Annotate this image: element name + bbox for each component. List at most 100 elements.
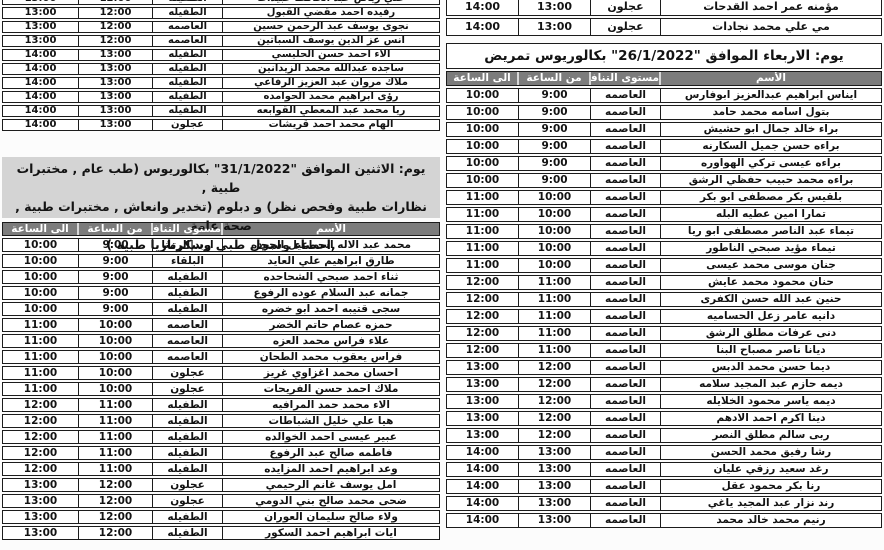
from-time-cell: 12:00 — [79, 495, 153, 507]
from-time-cell: 10:00 — [79, 383, 153, 395]
from-time-cell: 9:00 — [519, 123, 591, 136]
from-time-cell: 9:00 — [519, 89, 591, 102]
table-row: دينا اكرم احمد الادهم العاصمه 12:00 13:00 — [446, 411, 882, 426]
from-time-cell: 10:00 — [79, 319, 153, 331]
name-cell: علاء فراس محمد العزه — [272, 335, 390, 347]
from-time-cell: 12:00 — [79, 527, 153, 539]
from-time-cell: 11:00 — [519, 276, 591, 289]
name-cell: براءه عيسى تركي الهواوره — [700, 157, 841, 169]
name-cell: رنيم محمد خالد محمد — [716, 514, 826, 526]
level-cell: العاصمه — [153, 22, 223, 32]
name-cell: بتول اسامه محمد حامد — [712, 106, 830, 118]
table-row: ديمه ياسر محمود الخلايله العاصمه 12:00 13:0… — [446, 394, 882, 409]
from-time-cell: 9:00 — [519, 106, 591, 119]
table-row: تيماء مؤيد صبحي الناطور العاصمه 10:00 11:00 — [446, 241, 882, 256]
level-cell: الطفيله — [153, 527, 223, 539]
from-time-cell: 10:00 — [519, 191, 591, 204]
name-cell: ديمه حازم عبد المجيد سلامه — [699, 378, 843, 390]
level-cell: العاصمه — [591, 191, 661, 204]
table-row: محمد عبد الاله اسماعيل الجوده اربد|الرمثا… — [2, 238, 440, 252]
to-time-cell: 14:00 — [447, 463, 519, 476]
level-cell: الطفيله — [153, 78, 223, 88]
level-cell: الطفيله — [153, 287, 223, 299]
wednesday-overflow-table-body: مؤمنه عمر احمد القدحات عجلون 13:00 14:00 مي … — [446, 0, 882, 36]
name-cell: دانيه عامر زعل الحساميه — [706, 310, 836, 322]
table-row: ديانا ناصر مصباح البنا العاصمه 11:00 12:00 — [446, 343, 882, 358]
from-time-cell: 13:00 — [519, 19, 591, 35]
to-time-cell: 12:00 — [447, 310, 519, 323]
to-time-cell: 11:00 — [447, 242, 519, 255]
name-cell: الاء احمد حسن الحليسي — [271, 50, 391, 60]
name-cell: رند نزار عبد المجيد ياغي — [707, 497, 835, 509]
left-column: علي رياض عبد الحافظ عبيداتالطفيله12:0013… — [2, 0, 440, 542]
name-cell: عبير عيسى احمد الخوالده — [265, 431, 397, 443]
name-cell: ربى سالم مطلق النصر — [712, 429, 830, 441]
to-time-cell: 12:00 — [447, 344, 519, 357]
table-row: رند نزار عبد المجيد ياغي العاصمه 13:00 14:0… — [446, 496, 882, 511]
level-cell: الطفيله — [153, 8, 223, 18]
from-time-cell: 11:00 — [79, 431, 153, 443]
from-time-cell: 9:00 — [79, 255, 153, 267]
from-time-cell: 11:00 — [79, 463, 153, 475]
from-time-cell: 10:00 — [519, 208, 591, 221]
to-time-cell: 10:00 — [447, 140, 519, 153]
right-column: مؤمنه عمر احمد القدحات عجلون 13:00 14:00 مي … — [446, 0, 882, 530]
level-cell: العاصمه — [591, 327, 661, 340]
table-row: حنين عبد الله حسن الكفرى العاصمه 11:00 12:0… — [446, 292, 882, 307]
to-time-cell: 14:00 — [447, 0, 519, 15]
to-time-cell: 10:00 — [3, 287, 79, 299]
name-cell: ديانا ناصر مصباح البنا — [716, 344, 826, 356]
table-row: فراس يعقوب محمد الطحان العاصمه 10:00 11:00 — [2, 350, 440, 364]
name-cell: حنان محمود محمد عايش — [708, 276, 834, 288]
table-row: جنان موسى محمد عيسى العاصمه 10:00 11:00 — [446, 258, 882, 273]
table-row: ضحى محمد صالح بني الدومي عجلون 12:00 13:00 — [2, 494, 440, 508]
level-cell: الطفيله — [153, 447, 223, 459]
name-cell: حمزه عصام حاتم الخضر — [269, 319, 393, 331]
name-cell: بلقيس بكر مصطفى ابو بكر — [699, 191, 843, 203]
level-cell: العاصمه — [591, 106, 661, 119]
to-time-cell: 14:00 — [447, 446, 519, 459]
level-cell: العاصمه — [591, 480, 661, 493]
name-column-header: الأسم — [316, 223, 346, 235]
to-time-cell: 10:00 — [447, 123, 519, 136]
name-cell: سجى قتيبه احمد ابو خضره — [261, 303, 401, 315]
to-time-cell: 14:00 — [3, 106, 79, 116]
table-row: حمزه عصام حاتم الخضر العاصمه 10:00 11:00 — [2, 318, 440, 332]
to-time-cell: 13:00 — [3, 22, 79, 32]
table-row: رؤى ابراهيم محمد الحوامده الطفيله 13:00 14:… — [2, 91, 440, 103]
table-row: دنى عرفات مطلق الرشق العاصمه 11:00 12:00 — [446, 326, 882, 341]
to-time-cell: 11:00 — [3, 319, 79, 331]
level-cell: الطفيله — [153, 106, 223, 116]
from-time-cell: 13:00 — [79, 92, 153, 102]
day-banner-monday: يوم: الاثنين الموافق "31/1/2022" بكالوري… — [2, 157, 440, 252]
level-cell: العاصمه — [591, 174, 661, 187]
level-cell: العاصمه — [591, 429, 661, 442]
table-header-row: الأسم مستوى التنافس من الساعة الى الساعة — [2, 222, 440, 236]
name-cell: نجوى يوسف عبد الرحمن حسين — [253, 22, 409, 32]
to-time-cell: 10:00 — [3, 271, 79, 283]
to-time-cell: 13:00 — [447, 412, 519, 425]
level-column-header: مستوى التنافس — [153, 223, 223, 235]
name-cell: ايات ابراهيم احمد السكور — [265, 527, 397, 539]
to-time-cell: 10:00 — [447, 106, 519, 119]
table-row: مي علي محمد نجادات عجلون 13:00 14:00 — [446, 18, 882, 36]
from-time-cell: 11:00 — [519, 327, 591, 340]
level-cell: العاصمه — [591, 514, 661, 527]
table-row: براءه محمد حبيب حفظي الرشق العاصمه 9:00 10:… — [446, 173, 882, 188]
from-time-cell: 10:00 — [519, 259, 591, 272]
table-row: رفيده احمد مقضي القبول الطفيله 12:00 13:00 — [2, 7, 440, 19]
to-time-cell: 11:00 — [447, 259, 519, 272]
level-cell: الطفيله — [153, 415, 223, 427]
name-column-header: الأسم — [756, 72, 786, 84]
level-cell: العاصمه — [591, 259, 661, 272]
table-row: ديمه حازم عبد المجيد سلامه العاصمه 12:00 13… — [446, 377, 882, 392]
to-time-cell: 10:00 — [3, 255, 79, 267]
level-cell: الطفيله — [153, 50, 223, 60]
table-row: ملاك احمد حسن الفريحات عجلون 10:00 11:00 — [2, 382, 440, 396]
to-time-cell: 11:00 — [447, 225, 519, 238]
from-time-cell: 12:00 — [79, 22, 153, 32]
to-time-cell: 12:00 — [3, 399, 79, 411]
from-time-cell: 11:00 — [79, 415, 153, 427]
table-row: براء خالد جمال ابو حشيش العاصمه 9:00 10:00 — [446, 122, 882, 137]
name-cell: مؤمنه عمر احمد القدحات — [703, 0, 839, 13]
